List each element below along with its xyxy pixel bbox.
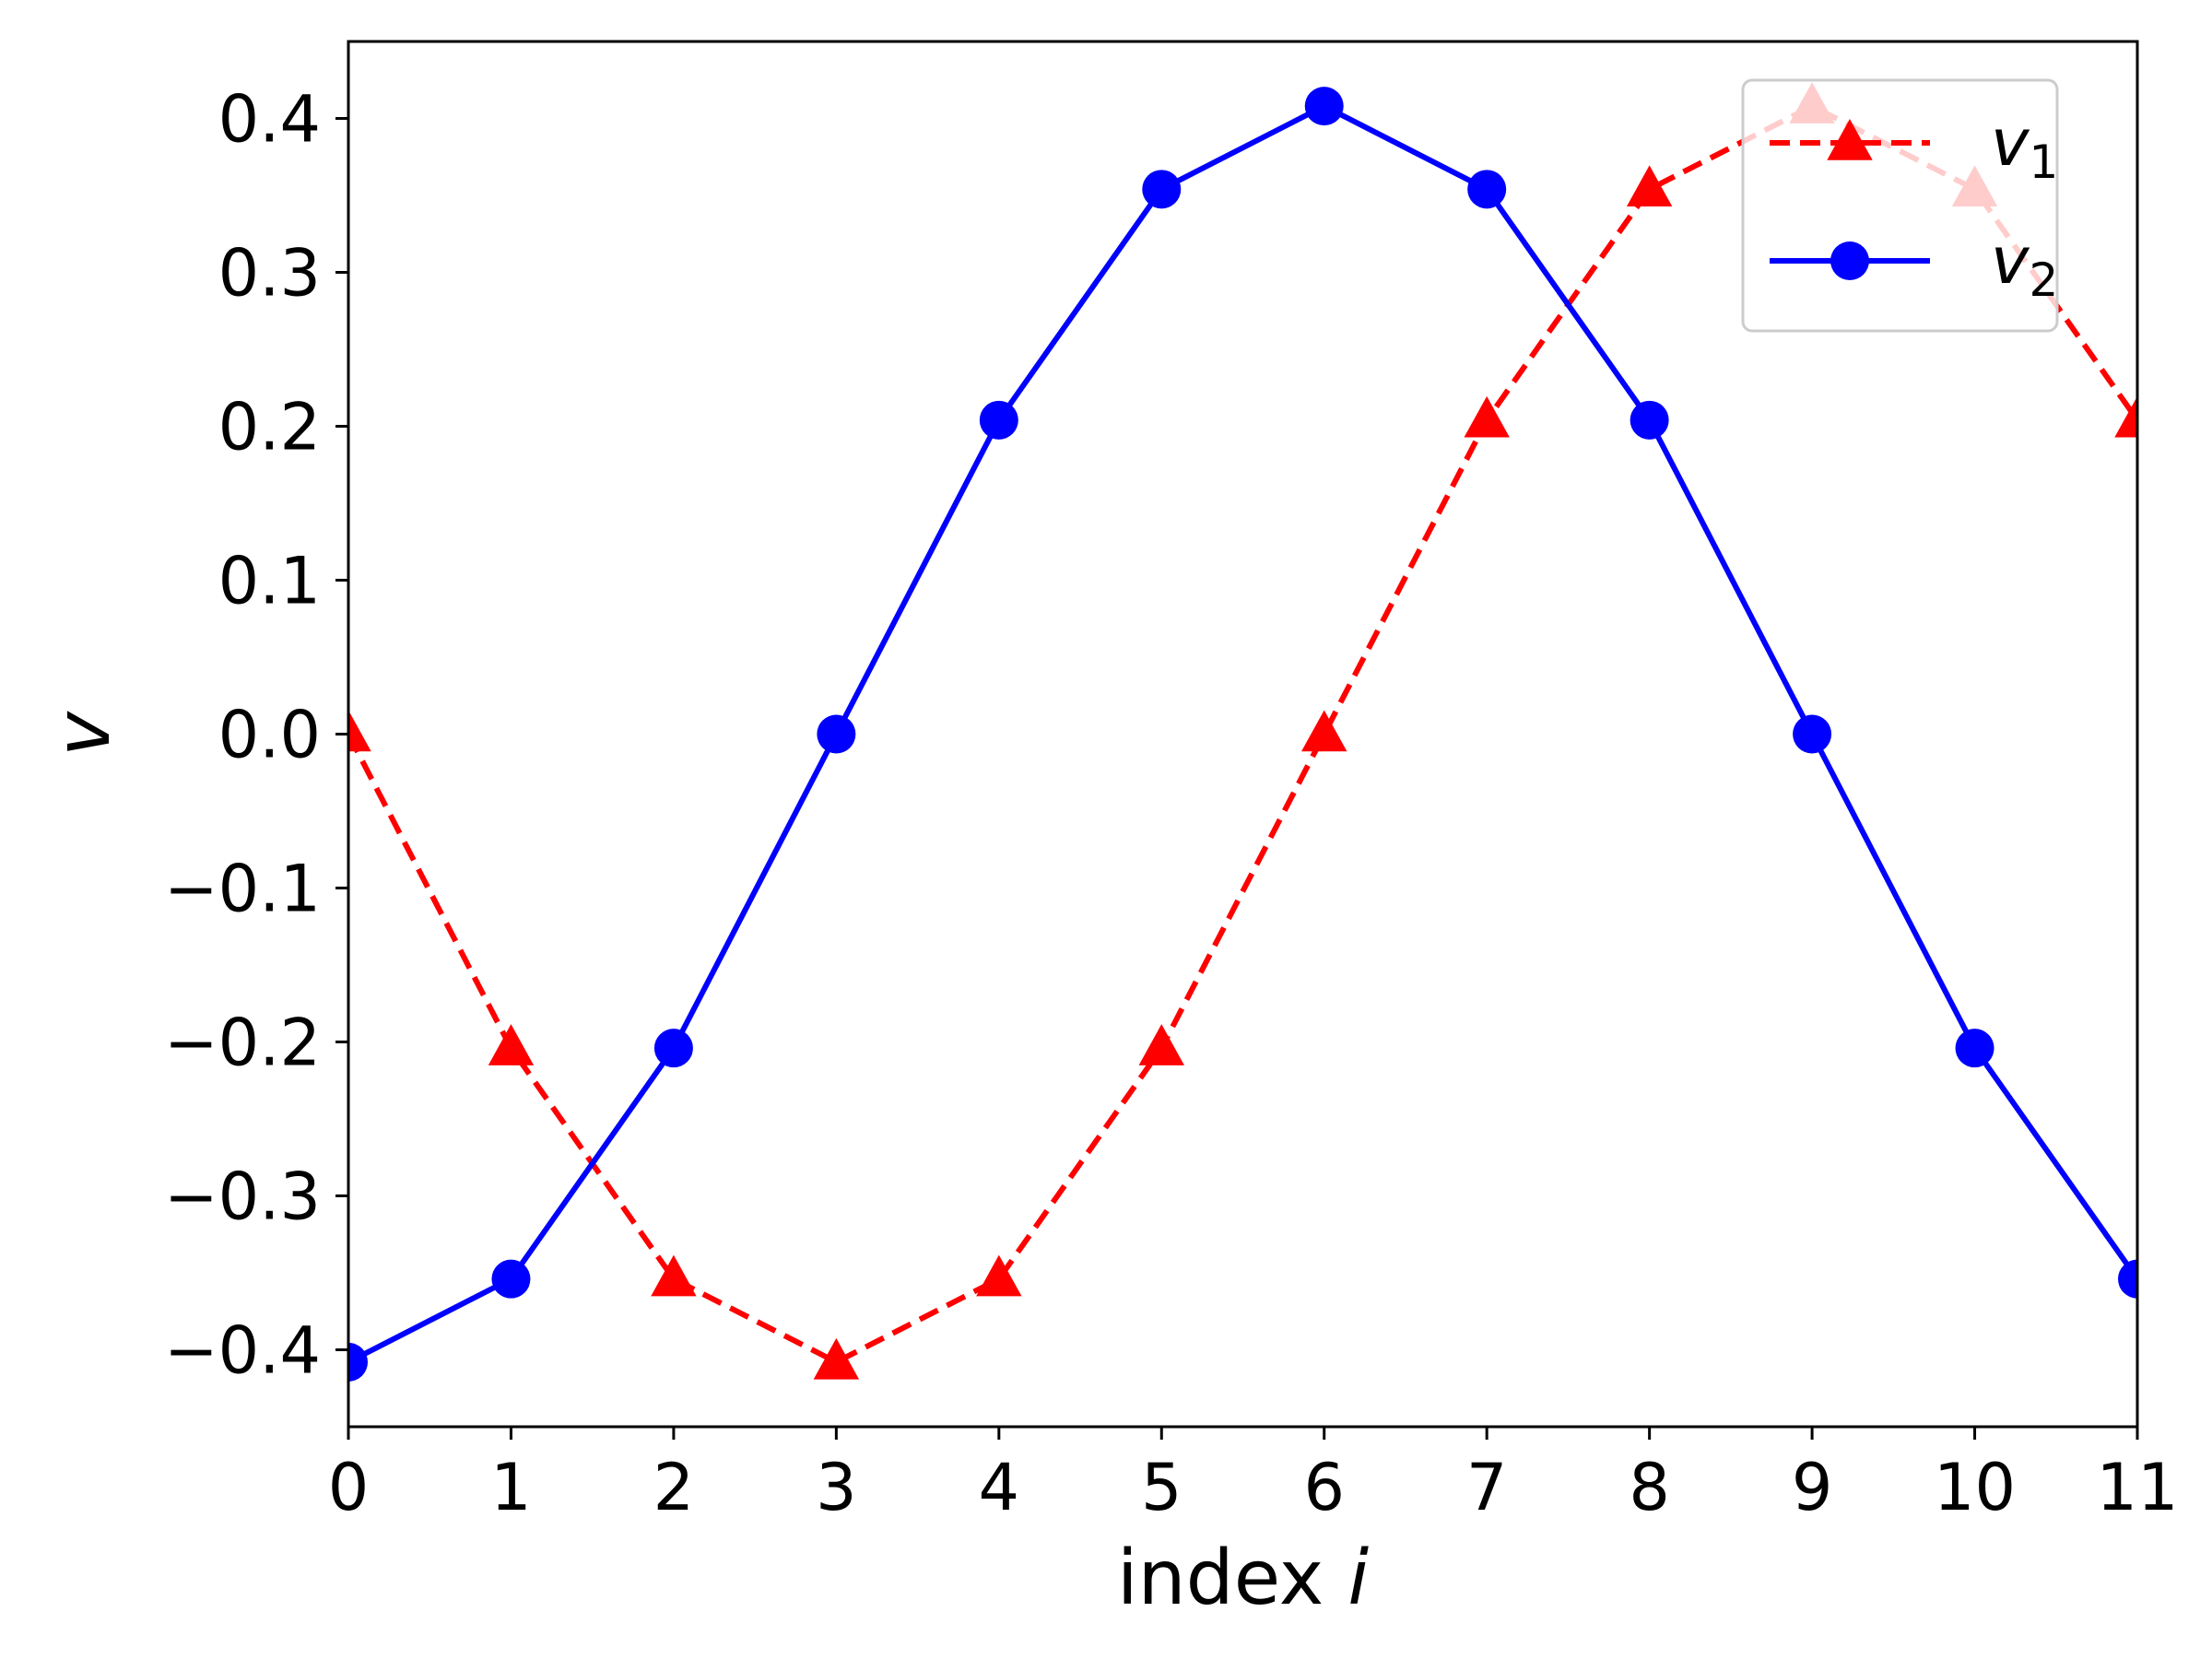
data-point — [1630, 400, 1669, 440]
y-tick-label: 0.3 — [218, 236, 321, 312]
legend-entry: v1 — [1770, 105, 2058, 189]
plot-frame — [347, 40, 2139, 1429]
data-point — [979, 400, 1018, 440]
y-axis-label: v — [40, 711, 127, 757]
legend-label: v1 — [1991, 105, 2058, 189]
y-tick-label: −0.4 — [164, 1313, 321, 1389]
x-tick-label: 4 — [979, 1450, 1020, 1525]
legend-label-name: v — [1991, 223, 2030, 299]
series-line — [348, 103, 2137, 1365]
legend-label: v2 — [1991, 223, 2058, 307]
x-axis-label-variable: i — [1347, 1535, 1369, 1622]
y-tick-label: 0.2 — [218, 390, 321, 465]
data-point — [1955, 1029, 1994, 1068]
y-tick-label: −0.1 — [164, 852, 321, 927]
data-point — [1793, 714, 1832, 754]
data-point — [813, 1337, 860, 1380]
x-tick-label: 7 — [1466, 1450, 1508, 1525]
data-point — [817, 714, 856, 754]
y-tick-label: −0.2 — [164, 1006, 321, 1081]
y-tick-label: 0.4 — [218, 82, 321, 158]
data-point — [1304, 87, 1344, 126]
series-line — [348, 103, 2137, 1365]
legend-entry: v2 — [1770, 223, 2058, 307]
data-point — [1467, 170, 1507, 209]
x-tick-label: 3 — [816, 1450, 857, 1525]
legend-marker — [1827, 119, 1873, 160]
x-tick-label: 9 — [1792, 1450, 1833, 1525]
y-tick-label: −0.3 — [164, 1159, 321, 1235]
legend-label-name: v — [1991, 105, 2030, 181]
data-point — [491, 1259, 531, 1299]
data-point — [348, 710, 371, 752]
x-tick-label: 10 — [1934, 1450, 2016, 1525]
data-point — [348, 1342, 368, 1382]
data-point — [653, 1029, 693, 1068]
x-tick-label: 0 — [328, 1450, 370, 1525]
x-tick-label: 2 — [653, 1450, 695, 1525]
data-point — [1142, 170, 1182, 209]
legend-marker — [1830, 241, 1869, 280]
x-axis-label: index i — [1117, 1535, 1369, 1622]
x-tick-label: 6 — [1303, 1450, 1345, 1525]
data-point — [976, 1254, 1022, 1297]
x-tick-label: 11 — [2096, 1450, 2178, 1525]
data-point — [2114, 395, 2137, 438]
y-tick-label: 0.1 — [218, 544, 321, 619]
data-point — [651, 1254, 697, 1297]
x-tick-label: 5 — [1141, 1450, 1182, 1525]
x-axis-label-text: index — [1117, 1535, 1324, 1622]
legend-label-subscript: 2 — [2029, 253, 2058, 307]
data-point — [1464, 395, 1510, 438]
data-point — [1301, 710, 1347, 752]
data-point — [2118, 1259, 2137, 1299]
data-point — [1138, 1024, 1184, 1065]
series-v2 — [348, 87, 2137, 1382]
y-tick-label: 0.0 — [218, 698, 321, 773]
x-tick-label: 1 — [490, 1450, 532, 1525]
data-point — [488, 1024, 535, 1065]
legend-label-subscript: 1 — [2029, 135, 2058, 189]
axis-ticks: 0 1 2 3 4 5 6 7 8 9 10 11 0.4 0.3 0.2 0.1 0.0 −0.1 −0.2 −0.… — [164, 82, 2179, 1526]
legend-box — [1741, 78, 2059, 333]
data-point — [1626, 165, 1673, 207]
x-tick-label: 8 — [1629, 1450, 1670, 1525]
